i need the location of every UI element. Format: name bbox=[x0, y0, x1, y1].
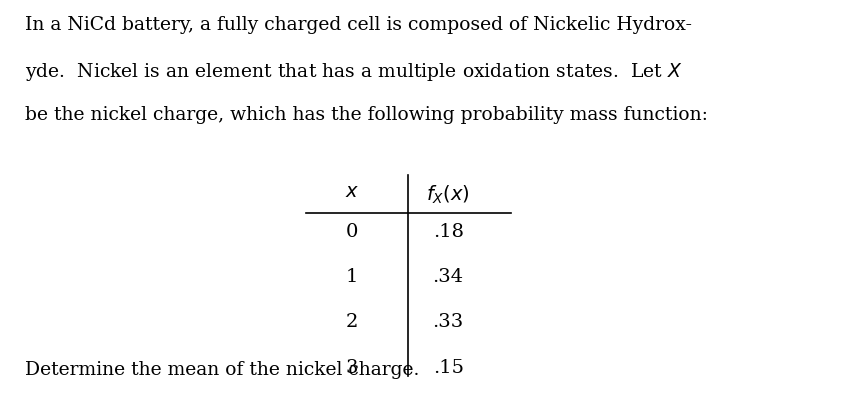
Text: $f_X(x)$: $f_X(x)$ bbox=[426, 183, 470, 206]
Text: 0: 0 bbox=[345, 223, 358, 241]
Text: $x$: $x$ bbox=[345, 183, 358, 201]
Text: .33: .33 bbox=[432, 313, 464, 331]
Text: 3: 3 bbox=[345, 359, 358, 377]
Text: 2: 2 bbox=[345, 313, 358, 331]
Text: 1: 1 bbox=[345, 268, 358, 286]
Text: .34: .34 bbox=[432, 268, 464, 286]
Text: Determine the mean of the nickel charge.: Determine the mean of the nickel charge. bbox=[25, 361, 419, 379]
Text: be the nickel charge, which has the following probability mass function:: be the nickel charge, which has the foll… bbox=[25, 106, 708, 125]
Text: .18: .18 bbox=[432, 223, 464, 241]
Text: In a NiCd battery, a fully charged cell is composed of Nickelic Hydrox-: In a NiCd battery, a fully charged cell … bbox=[25, 16, 692, 34]
Text: yde.  Nickel is an element that has a multiple oxidation states.  Let $X$: yde. Nickel is an element that has a mul… bbox=[25, 61, 683, 83]
Text: .15: .15 bbox=[432, 359, 464, 377]
